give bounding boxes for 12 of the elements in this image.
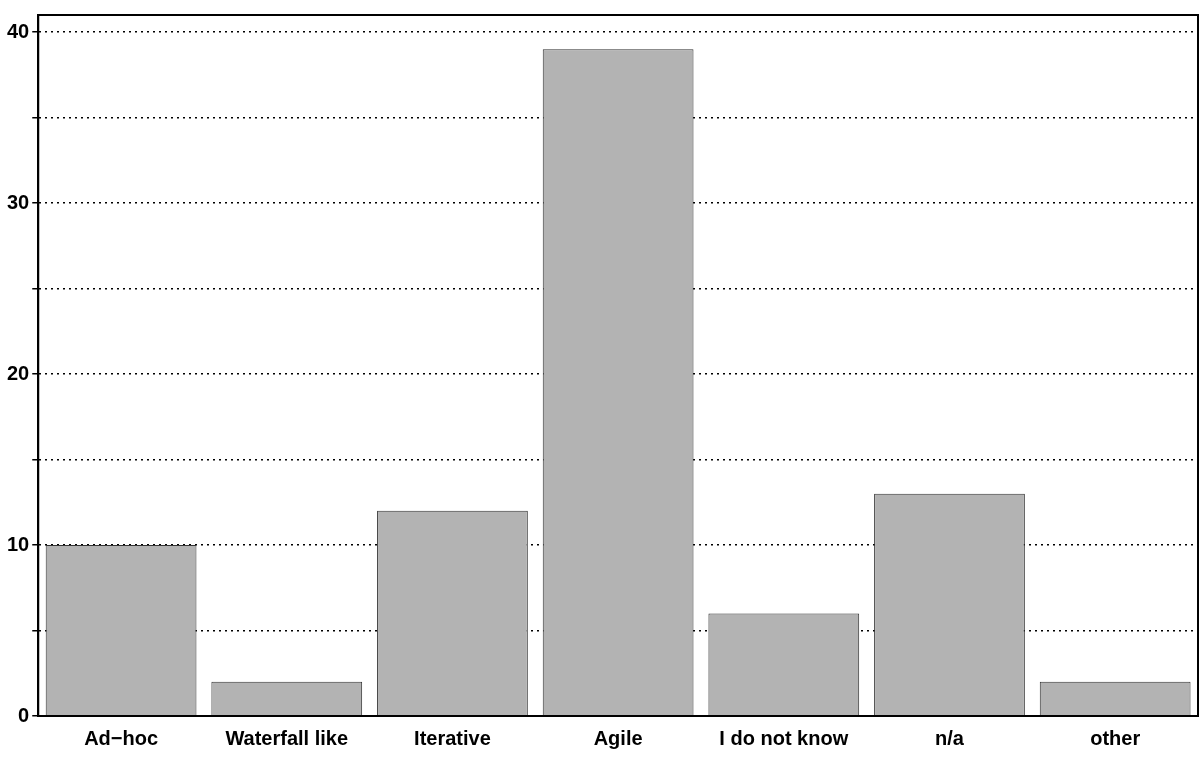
x-tick-label: other [1090,726,1141,749]
x-tick-label: Agile [593,726,643,749]
x-tick-label: Waterfall like [225,726,349,749]
y-tick-label: 10 [7,532,30,555]
x-tick-label: I do not know [719,726,849,749]
y-tick-label: 40 [7,19,30,42]
x-tick-label: n/a [935,726,965,749]
x-tick-label: Ad−hoc [84,726,159,749]
x-tick-label: Iterative [414,726,491,749]
y-tick-label: 30 [7,190,30,213]
y-tick-label: 0 [18,703,30,726]
y-tick-label: 20 [7,361,30,384]
